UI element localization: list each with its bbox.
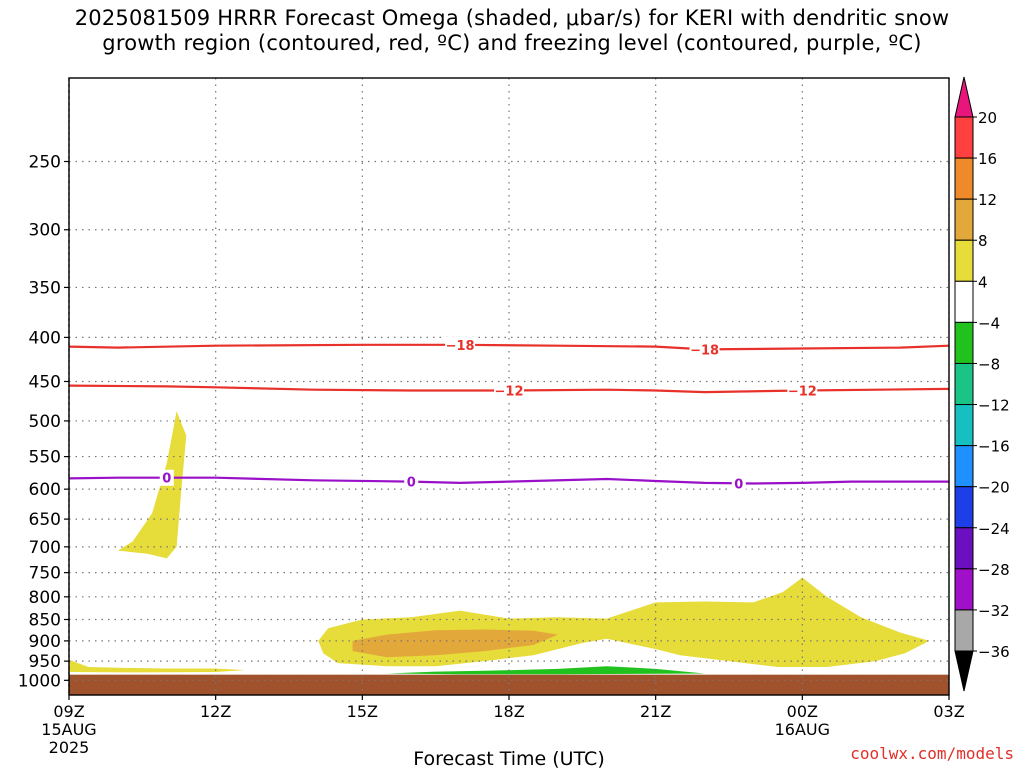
colorbar-label-13: −36 — [978, 643, 1010, 661]
colorbar-swatch-0 — [954, 116, 974, 159]
y-tick-label-750: 750 — [29, 564, 61, 584]
colorbar-swatch-2 — [954, 198, 974, 241]
y-tick-label-950: 950 — [29, 652, 61, 672]
contour-label-bg--12-0 — [494, 382, 524, 399]
colorbar-label-5: −4 — [978, 314, 1000, 332]
colorbar-label-7: −12 — [978, 397, 1010, 415]
y-tick-label-600: 600 — [29, 480, 61, 500]
contour-line--12 — [69, 384, 949, 394]
axes-layer: 2503003504004505005506006507007508008509… — [18, 77, 965, 757]
x-tick-label-12Z: 12Z — [200, 702, 231, 721]
contour-line-0 — [69, 476, 949, 485]
y-tick-label-450: 450 — [29, 372, 61, 392]
contour-line--18 — [69, 343, 949, 351]
colorbar-label-3: 8 — [978, 232, 988, 250]
x-tick-label-00Z: 00Z — [787, 702, 818, 721]
colorbar-bottom-arrow — [954, 650, 974, 692]
contour-label-bg--12-1 — [787, 382, 818, 399]
ground-layer — [69, 674, 949, 695]
contour-label-bg--18-1 — [689, 341, 720, 358]
y-tick-label-550: 550 — [29, 448, 61, 468]
y-tick-label-850: 850 — [29, 611, 61, 631]
contour-label--12-1: −12 — [788, 385, 817, 400]
colorbar-label-12: −32 — [978, 602, 1010, 620]
omega-shading-layer — [69, 411, 930, 675]
x-tick-label-03Z: 03Z — [933, 702, 964, 721]
omega-region-8-12-3 — [352, 629, 558, 658]
colorbar-swatch-5 — [954, 321, 974, 364]
colorbar-swatch-3 — [954, 239, 974, 282]
y-tick-label-500: 500 — [29, 412, 61, 432]
omega-region-4-8-0 — [117, 411, 187, 559]
colorbar: 20 16 12 8 4 −4 −8 −12 −16 −20 −24 −28 −32 −36 — [954, 76, 1010, 692]
colorbar-label-2: 12 — [978, 191, 997, 209]
colorbar-swatch-12 — [954, 609, 974, 652]
x-tick-date-09Z: 15AUG — [41, 720, 96, 739]
contour-label-0-2: 0 — [734, 477, 743, 492]
chart-title: 2025081509 HRRR Forecast Omega (shaded, … — [0, 6, 1024, 56]
y-tick-label-350: 350 — [29, 278, 61, 298]
chart-title-line-1: 2025081509 HRRR Forecast Omega (shaded, … — [74, 6, 950, 30]
colorbar-label-4: 4 — [978, 273, 988, 291]
y-tick-label-800: 800 — [29, 588, 61, 608]
contour-label-bg--18-0 — [445, 336, 476, 353]
colorbar-swatch-9 — [954, 486, 974, 529]
colorbar-label-11: −28 — [978, 561, 1010, 579]
colorbar-label-6: −8 — [978, 355, 1000, 373]
colorbar-label-9: −20 — [978, 479, 1010, 497]
y-tick-label-650: 650 — [29, 510, 61, 530]
colorbar-swatch-8 — [954, 445, 974, 488]
contour-label--12-0: −12 — [495, 385, 524, 400]
colorbar-swatch-6 — [954, 362, 974, 406]
x-axis-label: Forecast Time (UTC) — [413, 748, 604, 768]
y-tick-label-700: 700 — [29, 538, 61, 558]
site-credit: coolwx.com/models — [850, 744, 1014, 763]
y-tick-label-1000: 1000 — [18, 671, 61, 691]
y-tick-label-900: 900 — [29, 632, 61, 652]
colorbar-label-10: −24 — [978, 520, 1010, 538]
colorbar-swatch-11 — [954, 568, 974, 611]
colorbar-label-8: −16 — [978, 438, 1010, 456]
x-tick-label-15Z: 15Z — [347, 702, 378, 721]
contour-label-bg-0-0 — [159, 469, 174, 486]
colorbar-swatch-7 — [954, 404, 974, 447]
omega-region-4-8-1 — [69, 659, 245, 673]
colorbar-swatch-1 — [954, 157, 974, 200]
contour-label-bg-0-2 — [731, 475, 746, 492]
contour-label-0-1: 0 — [407, 476, 416, 491]
x-tick-year-09Z: 2025 — [49, 738, 90, 757]
contour-label--18-1: −18 — [690, 343, 719, 358]
y-tick-label-250: 250 — [29, 153, 61, 173]
x-tick-date-00Z: 16AUG — [775, 720, 830, 739]
x-tick-label-09Z: 09Z — [53, 702, 84, 721]
x-tick-label-21Z: 21Z — [640, 702, 671, 721]
y-tick-label-400: 400 — [29, 328, 61, 348]
colorbar-top-arrow — [954, 76, 974, 118]
colorbar-label-0: 20 — [978, 109, 997, 127]
x-tick-label-18Z: 18Z — [493, 702, 524, 721]
contour-label-0-0: 0 — [162, 472, 171, 487]
chart-title-line-2: growth region (contoured, red, ºC) and f… — [102, 31, 922, 55]
colorbar-swatch-10 — [954, 527, 974, 570]
colorbar-label-1: 16 — [978, 150, 997, 168]
colorbar-swatch-4 — [954, 280, 974, 323]
omega-region--4--8-4 — [386, 666, 705, 675]
contour-layer: −18 −18 −12 −12 0 0 0 — [69, 336, 949, 492]
ground-surface — [69, 674, 949, 695]
y-tick-label-300: 300 — [29, 221, 61, 241]
contour-label--18-0: −18 — [446, 339, 475, 354]
contour-label-bg-0-1 — [404, 473, 419, 490]
